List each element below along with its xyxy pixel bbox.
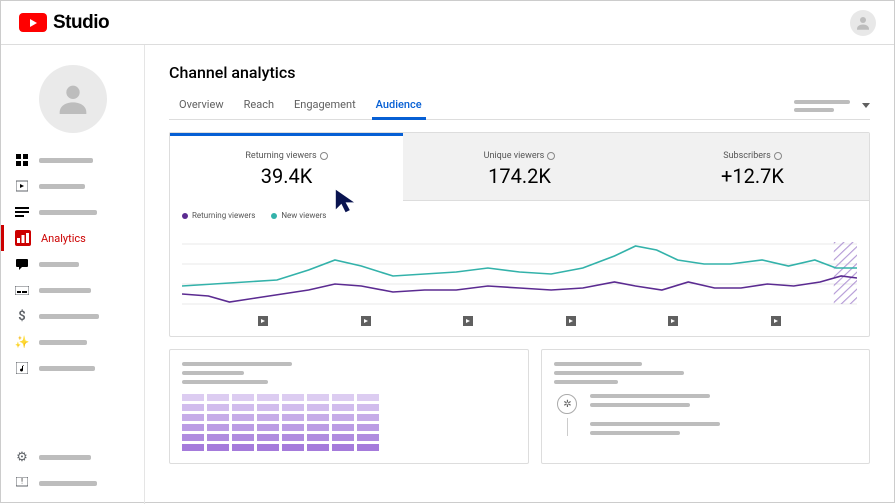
sidebar-label-placeholder bbox=[39, 288, 91, 293]
sidebar-label-placeholder bbox=[39, 340, 87, 345]
timeline-play-marker[interactable] bbox=[361, 316, 371, 326]
range-label-placeholder bbox=[794, 100, 850, 112]
date-range-selector[interactable] bbox=[794, 100, 870, 112]
app-header: Studio bbox=[1, 1, 894, 45]
viewers-line-chart[interactable] bbox=[182, 224, 857, 316]
person-icon bbox=[53, 79, 93, 119]
channel-avatar[interactable] bbox=[39, 65, 107, 133]
info-icon bbox=[320, 152, 328, 160]
person-icon bbox=[854, 14, 872, 32]
page-title: Channel analytics bbox=[169, 63, 870, 82]
sidebar-label-placeholder bbox=[39, 455, 91, 460]
metric-tab-subscribers[interactable]: Subscribers +12.7K bbox=[636, 133, 869, 201]
spark-icon: ✲ bbox=[557, 394, 577, 414]
tab-audience[interactable]: Audience bbox=[366, 92, 432, 119]
timeline-markers bbox=[182, 316, 857, 332]
youtube-play-icon bbox=[19, 13, 47, 32]
sidebar-item-comments[interactable] bbox=[1, 253, 144, 275]
timeline-play-marker[interactable] bbox=[258, 316, 268, 326]
main-content: Channel analytics OverviewReachEngagemen… bbox=[145, 45, 894, 504]
content-icon bbox=[15, 179, 29, 193]
youtube-studio-logo[interactable]: Studio bbox=[19, 12, 109, 34]
account-avatar-button[interactable] bbox=[850, 10, 876, 36]
chevron-down-icon bbox=[862, 103, 870, 108]
sidebar-item-feedback[interactable]: ! bbox=[1, 472, 144, 494]
sidebar-item-content[interactable] bbox=[1, 175, 144, 197]
tab-overview[interactable]: Overview bbox=[169, 92, 234, 119]
sidebar-item-label: Analytics bbox=[41, 232, 86, 245]
sidebar-item-customize[interactable]: ✨ bbox=[1, 331, 144, 353]
lower-right-panel: ✲ bbox=[541, 349, 870, 464]
metric-value: 39.4K bbox=[170, 164, 403, 188]
sidebar-item-analytics[interactable]: Analytics bbox=[1, 227, 144, 249]
metric-title: Returning viewers bbox=[245, 151, 327, 161]
analytics-icon bbox=[15, 230, 31, 246]
metrics-card: Returning viewers 39.4K Unique viewers 174.… bbox=[169, 132, 870, 337]
metric-value: +12.7K bbox=[636, 164, 869, 188]
timeline-play-marker[interactable] bbox=[463, 316, 473, 326]
playlists-icon bbox=[15, 205, 29, 219]
lower-left-panel bbox=[169, 349, 529, 464]
metric-tab-unique-viewers[interactable]: Unique viewers 174.2K bbox=[403, 133, 636, 201]
sidebar-label-placeholder bbox=[39, 481, 97, 486]
sidebar-label-placeholder bbox=[39, 158, 93, 163]
legend-label: Returning viewers bbox=[192, 211, 255, 220]
sidebar-label-placeholder bbox=[39, 262, 79, 267]
sidebar-label-placeholder bbox=[39, 184, 85, 189]
legend-item: New viewers bbox=[271, 211, 326, 220]
sidebar-label-placeholder bbox=[39, 314, 99, 319]
metric-title: Unique viewers bbox=[484, 151, 556, 161]
metric-title: Subscribers bbox=[723, 151, 781, 161]
audio-icon bbox=[15, 361, 29, 375]
info-icon bbox=[774, 152, 782, 160]
customize-icon: ✨ bbox=[15, 335, 29, 349]
sidebar: Analytics $ ✨ ⚙! bbox=[1, 45, 145, 504]
brand-label: Studio bbox=[53, 12, 109, 34]
timeline-play-marker[interactable] bbox=[566, 316, 576, 326]
svg-text:!: ! bbox=[21, 478, 23, 486]
sidebar-item-playlists[interactable] bbox=[1, 201, 144, 223]
timeline-play-marker[interactable] bbox=[668, 316, 678, 326]
legend-label: New viewers bbox=[281, 211, 326, 220]
legend-swatch bbox=[182, 213, 188, 219]
tab-reach[interactable]: Reach bbox=[234, 92, 284, 119]
comments-icon bbox=[15, 257, 29, 271]
tab-engagement[interactable]: Engagement bbox=[284, 92, 366, 119]
activity-heatmap bbox=[182, 394, 516, 451]
chart-legend: Returning viewers New viewers bbox=[182, 211, 857, 220]
feedback-icon: ! bbox=[15, 476, 29, 490]
dashboard-icon bbox=[15, 153, 29, 167]
schema-connector: ✲ bbox=[554, 394, 580, 440]
subtitles-icon bbox=[15, 283, 29, 297]
cursor-icon bbox=[333, 187, 361, 215]
sidebar-item-audio[interactable] bbox=[1, 357, 144, 379]
metric-tab-returning-viewers[interactable]: Returning viewers 39.4K bbox=[170, 133, 403, 201]
sidebar-label-placeholder bbox=[39, 210, 97, 215]
sidebar-item-settings[interactable]: ⚙ bbox=[1, 446, 144, 468]
sidebar-item-monetize[interactable]: $ bbox=[1, 305, 144, 327]
legend-item: Returning viewers bbox=[182, 211, 255, 220]
metric-value: 174.2K bbox=[403, 164, 636, 188]
analytics-tabs: OverviewReachEngagementAudience bbox=[169, 92, 870, 120]
info-icon bbox=[547, 152, 555, 160]
chart-area: Returning viewers New viewers bbox=[170, 201, 869, 336]
monetize-icon: $ bbox=[15, 309, 29, 323]
legend-swatch bbox=[271, 213, 277, 219]
settings-icon: ⚙ bbox=[15, 450, 29, 464]
sidebar-item-dashboard[interactable] bbox=[1, 149, 144, 171]
sidebar-item-subtitles[interactable] bbox=[1, 279, 144, 301]
sidebar-label-placeholder bbox=[39, 366, 95, 371]
timeline-play-marker[interactable] bbox=[771, 316, 781, 326]
